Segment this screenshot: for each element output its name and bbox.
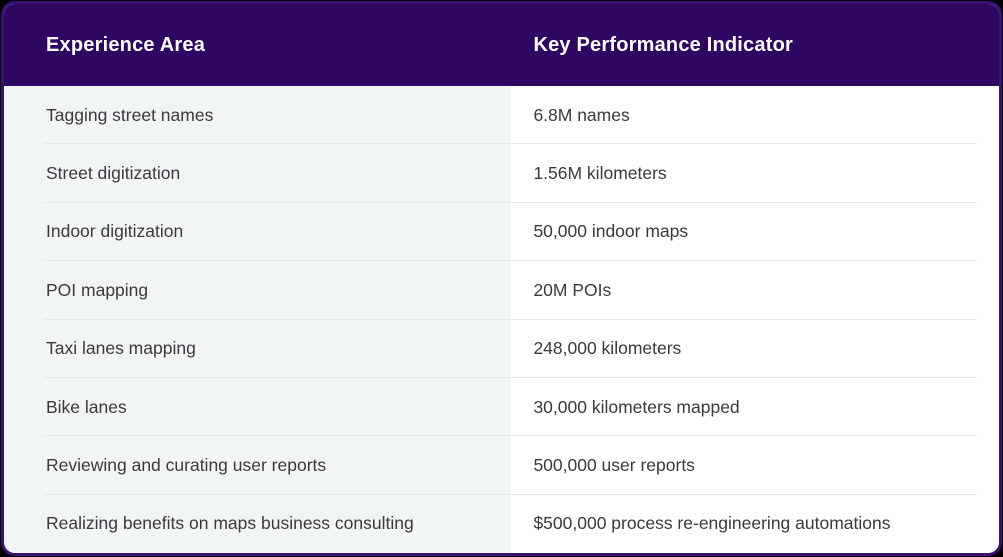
table-row: Reviewing and curating user reports 500,… [4, 436, 999, 496]
experience-area-cell: Tagging street names [4, 86, 512, 145]
kpi-cell: 500,000 user reports [511, 436, 999, 495]
table-row: POI mapping 20M POIs [4, 261, 999, 320]
table-row: Realizing benefits on maps business cons… [4, 494, 999, 553]
kpi-cell: 248,000 kilometers [511, 319, 999, 378]
kpi-cell: 1.56M kilometers [511, 144, 999, 203]
column-header-kpi: Key Performance Indicator [533, 33, 793, 56]
table-row: Street digitization 1.56M kilometers [4, 144, 999, 204]
table-header-row: Experience Area Key Performance Indicato… [4, 4, 999, 86]
experience-area-cell: Realizing benefits on maps business cons… [4, 494, 512, 553]
kpi-cell: 6.8M names [511, 86, 999, 145]
kpi-cell: 50,000 indoor maps [511, 202, 999, 262]
experience-area-cell: Bike lanes [4, 377, 512, 437]
table-row: Taxi lanes mapping 248,000 kilometers [4, 319, 999, 379]
table-body: Tagging street names 6.8M names Street d… [4, 86, 999, 553]
table-row: Bike lanes 30,000 kilometers mapped [4, 377, 999, 437]
experience-area-cell: POI mapping [4, 261, 512, 320]
kpi-cell: 30,000 kilometers mapped [511, 377, 999, 437]
table-row: Tagging street names 6.8M names [4, 86, 999, 145]
experience-area-cell: Indoor digitization [4, 202, 512, 262]
table-row: Indoor digitization 50,000 indoor maps [4, 202, 999, 262]
column-header-experience-area: Experience Area [46, 33, 206, 56]
experience-area-cell: Street digitization [4, 144, 512, 203]
kpi-cell: 20M POIs [511, 261, 999, 320]
experience-area-cell: Reviewing and curating user reports [4, 436, 512, 495]
kpi-cell: $500,000 process re-engineering automati… [511, 494, 999, 553]
experience-area-cell: Taxi lanes mapping [4, 319, 512, 378]
